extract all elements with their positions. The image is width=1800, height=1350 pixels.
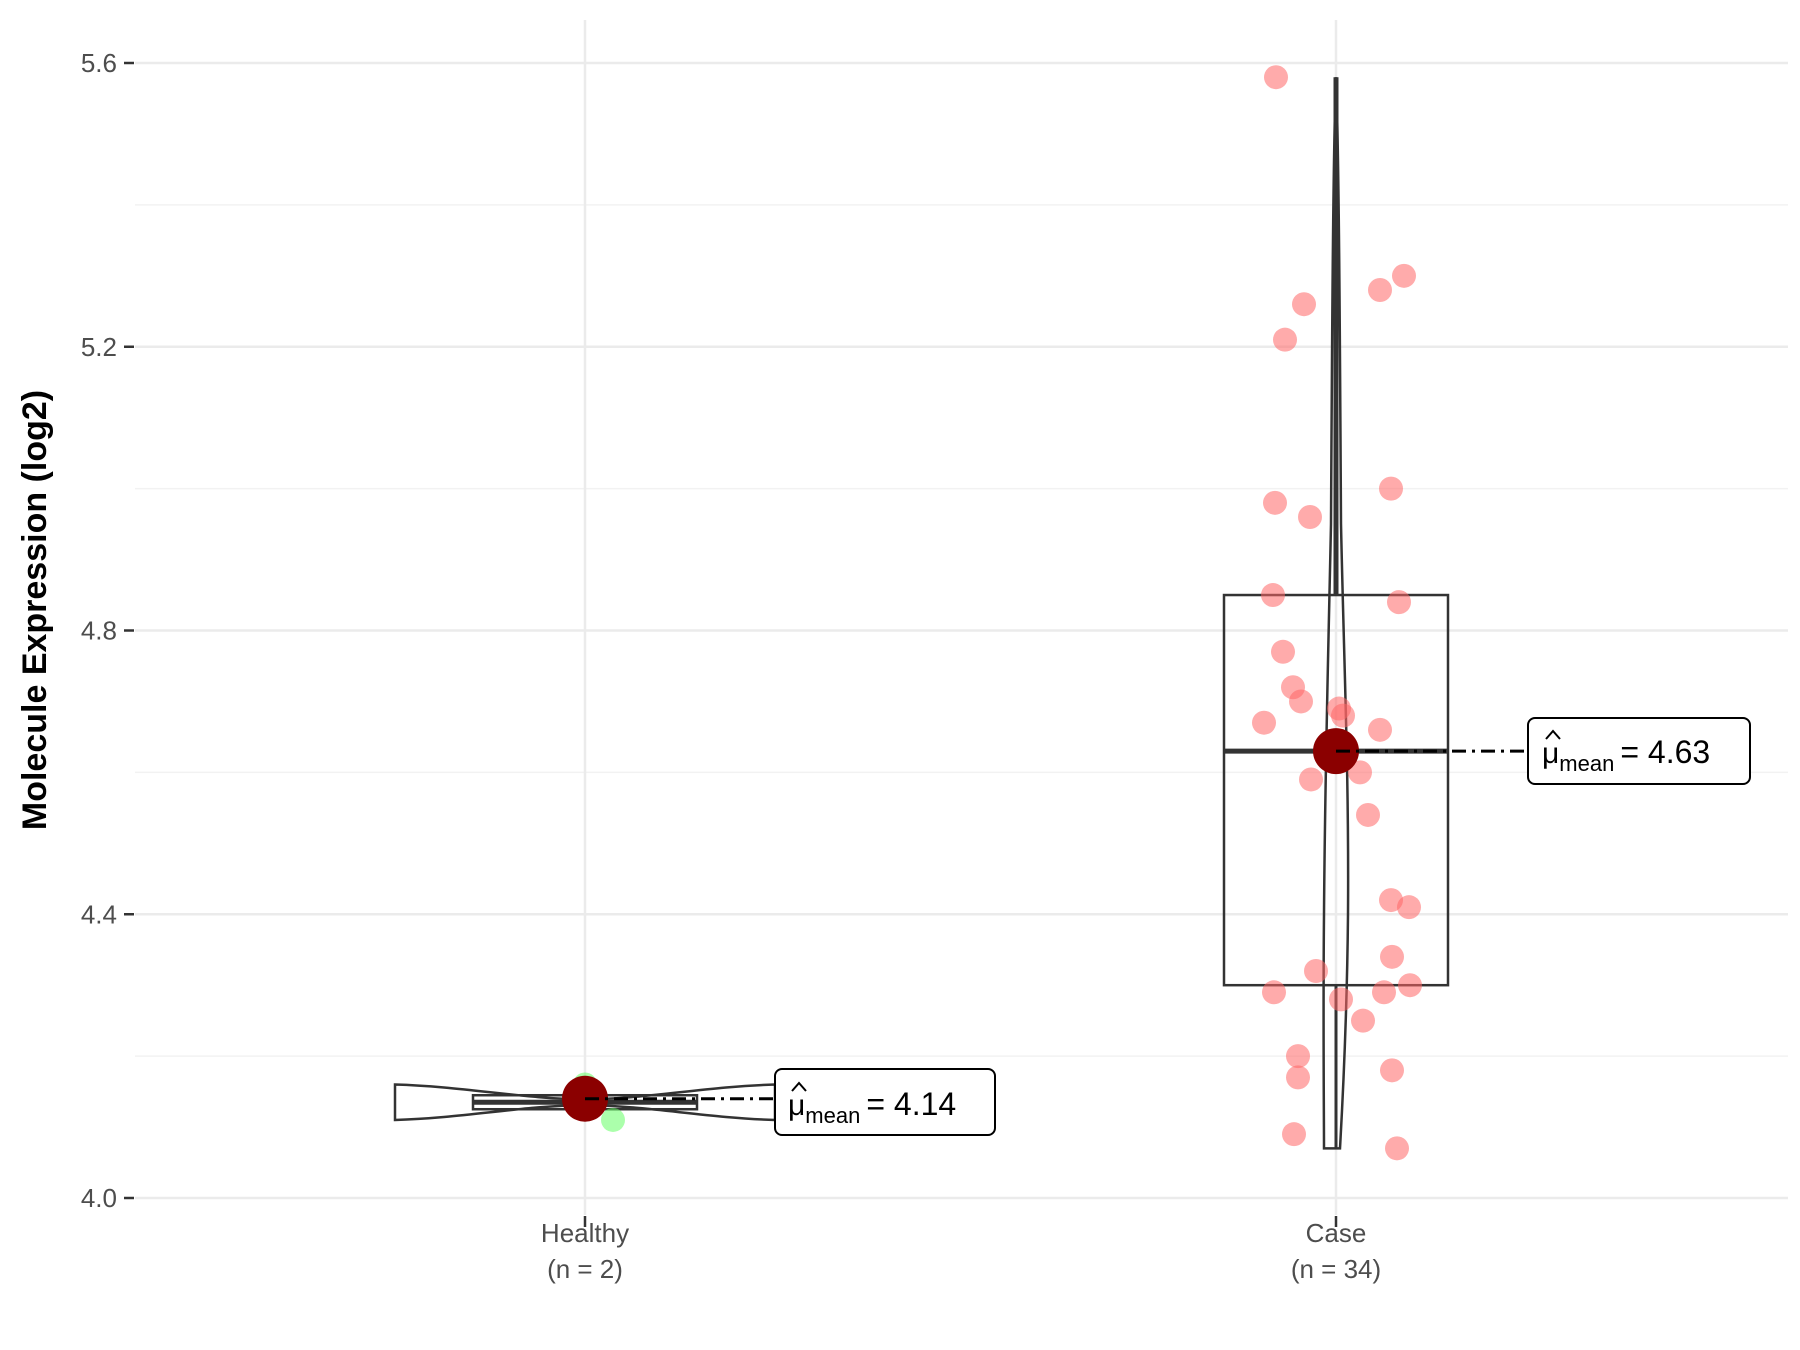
group-healthy: μmean = 4.14 [393,1068,996,1136]
data-point [1380,1058,1404,1083]
data-point [1351,1008,1375,1033]
data-point [1392,263,1416,288]
y-tick-label: 4.8 [81,616,117,646]
data-point [1348,760,1372,785]
data-point [1329,987,1353,1012]
mean-label-box [1527,717,1751,785]
x-tick-label-n: (n = 2) [547,1254,623,1284]
y-tick-label: 5.6 [81,48,117,78]
x-axis: Healthy (n = 2) Case (n = 34) [541,1216,1381,1284]
y-axis: 4.0 4.4 4.8 5.2 5.6 [81,48,134,1213]
data-point [601,1107,625,1132]
data-point [1379,888,1403,913]
data-point [1286,1044,1310,1069]
data-point [1387,590,1411,615]
data-point [1397,895,1421,920]
data-point [1385,1136,1409,1161]
data-point [1299,767,1323,792]
data-point [1289,689,1313,714]
data-point [1298,505,1322,529]
data-point [1379,476,1403,501]
data-point [1380,944,1404,969]
data-point [1304,959,1328,983]
y-tick-label: 4.0 [81,1183,117,1213]
data-point [1264,65,1288,90]
data-point [1262,980,1286,1005]
data-point [1282,1122,1306,1147]
grid [135,20,1788,1215]
mean-label: μmean = 4.14 [788,1086,956,1128]
data-point [1273,327,1297,352]
data-point [1292,292,1316,317]
data-point [1263,490,1287,515]
y-axis-label: Molecule Expression (log2) [16,390,54,830]
data-point [1368,278,1392,302]
violin [1322,77,1350,1150]
x-tick-label: Case [1306,1218,1367,1248]
data-point [1368,717,1392,742]
x-tick-label-n: (n = 34) [1291,1254,1381,1284]
data-point [1331,703,1355,728]
data-point [1252,710,1276,735]
plot-groups: μmean = 4.14 μmean = 4.63 [393,65,1751,1161]
x-tick-label: Healthy [541,1218,629,1248]
mean-label-box [774,1068,996,1136]
data-point [1356,802,1380,827]
data-point [1398,973,1422,998]
y-tick-label: 5.2 [81,332,117,362]
data-point [1261,583,1285,608]
data-point [1286,1065,1310,1090]
hat-icon [1545,729,1561,740]
group-case: μmean = 4.63 [1222,65,1751,1161]
y-tick-label: 4.4 [81,899,117,929]
hat-icon [791,1081,807,1092]
data-point [1271,639,1295,664]
mean-label: μmean = 4.63 [1542,734,1710,776]
data-point [1372,980,1396,1005]
